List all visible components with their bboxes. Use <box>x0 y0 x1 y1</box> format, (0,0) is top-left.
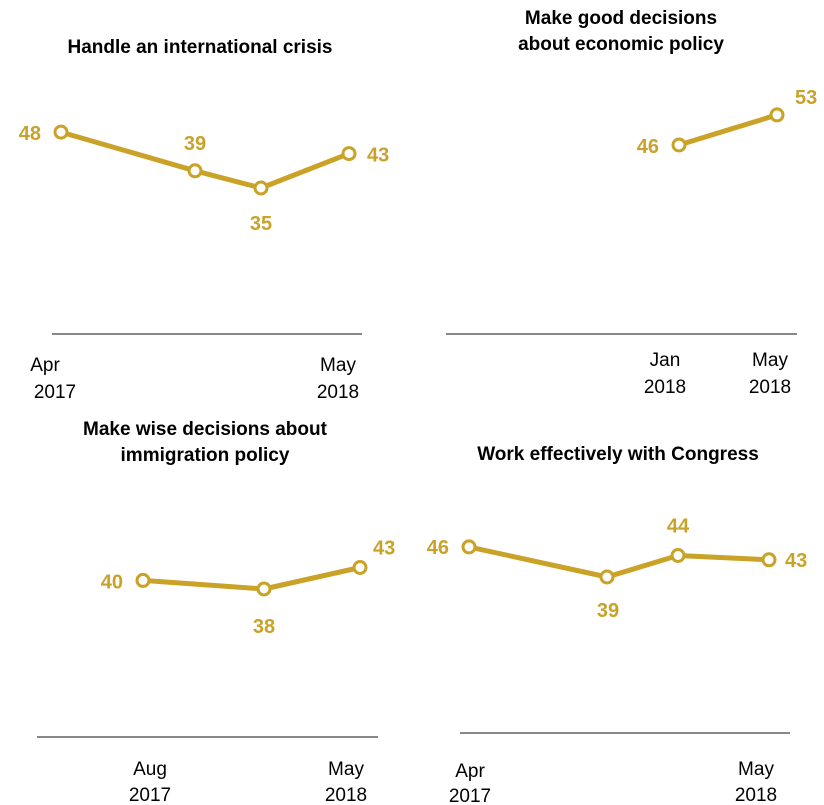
data-label: 40 <box>101 571 123 593</box>
panel-title: about economic policy <box>518 34 724 55</box>
series-line <box>142 565 361 592</box>
x-tick-label: 2018 <box>317 382 359 403</box>
series-line-group: 46 39 44 43 <box>427 516 808 623</box>
x-tick-label: 2018 <box>644 377 686 398</box>
data-point-marker <box>769 107 785 123</box>
x-tick-label: May <box>320 355 356 376</box>
panel-title: immigration policy <box>121 445 290 466</box>
panel-international-crisis: Handle an international crisis Apr 2017 … <box>19 37 390 403</box>
data-point-marker <box>256 581 272 597</box>
data-point-marker <box>187 163 203 179</box>
panel-title: Make good decisions <box>525 8 717 29</box>
data-label: 48 <box>19 123 41 145</box>
series-line <box>468 544 770 580</box>
data-label: 43 <box>373 538 395 560</box>
panel-immigration-policy: Make wise decisions about immigration po… <box>37 419 395 805</box>
x-tick-label: 2017 <box>449 786 491 805</box>
panel-title: Handle an international crisis <box>67 37 332 58</box>
data-label: 39 <box>184 133 206 155</box>
series-line <box>678 112 778 148</box>
series-line <box>60 129 350 191</box>
data-point-marker <box>253 180 269 196</box>
x-tick-label: Jan <box>650 350 681 371</box>
series-line-group: 40 38 43 <box>101 538 396 639</box>
data-label: 44 <box>667 516 690 538</box>
x-tick-label: 2017 <box>34 382 76 403</box>
data-point-marker <box>670 548 686 563</box>
x-tick-label: 2018 <box>735 785 777 805</box>
data-point-marker <box>352 560 368 575</box>
x-tick-label: 2018 <box>749 377 791 398</box>
panel-economic-policy: Make good decisions about economic polic… <box>446 8 817 398</box>
panel-title: Work effectively with Congress <box>477 444 759 465</box>
x-tick-label: Aug <box>133 759 167 780</box>
x-tick-label: Apr <box>30 355 60 376</box>
data-point-marker <box>599 569 615 585</box>
data-point-marker <box>461 539 477 555</box>
data-label: 39 <box>597 600 619 622</box>
series-line-group: 48 39 35 43 <box>19 123 390 235</box>
data-label: 43 <box>367 145 389 167</box>
data-label: 46 <box>427 537 449 559</box>
series-line-group: 46 53 <box>637 87 818 158</box>
data-point-marker <box>53 124 69 140</box>
data-point-marker <box>671 137 687 153</box>
data-point-marker <box>761 552 777 568</box>
x-tick-label: 2018 <box>325 785 367 805</box>
x-tick-label: May <box>738 759 774 780</box>
data-label: 46 <box>637 136 659 158</box>
data-point-marker <box>135 572 151 588</box>
panel-work-with-congress: Work effectively with Congress Apr 2017 … <box>427 444 808 805</box>
x-tick-label: May <box>752 350 788 371</box>
x-tick-label: Apr <box>455 761 485 782</box>
x-tick-label: 2017 <box>129 785 171 805</box>
x-tick-label: May <box>328 759 364 780</box>
data-point-marker <box>341 146 357 162</box>
data-label: 53 <box>795 87 817 109</box>
data-label: 43 <box>785 550 807 572</box>
data-label: 38 <box>253 616 275 638</box>
data-label: 35 <box>250 213 272 235</box>
panel-title: Make wise decisions about <box>83 419 328 440</box>
